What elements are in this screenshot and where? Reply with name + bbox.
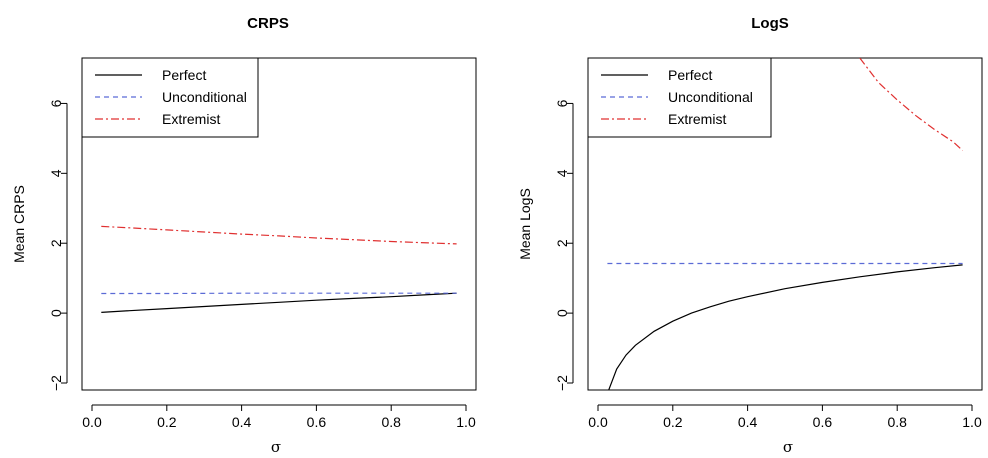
series-line-perfect bbox=[608, 264, 963, 390]
x-ticks: 0.0 0.2 0.4 0.6 0.8 1.0 bbox=[588, 404, 982, 430]
legend-box bbox=[81, 57, 259, 138]
y-ticks: −2 0 2 4 6 bbox=[48, 99, 68, 391]
legend: Perfect Unconditional Extremist bbox=[81, 57, 259, 138]
series-line-perfect bbox=[101, 292, 457, 313]
series-line-extremist bbox=[859, 58, 964, 152]
x-tick-label: 0.4 bbox=[232, 414, 252, 430]
x-ticks: 0.0 0.2 0.4 0.6 0.8 1.0 bbox=[82, 404, 476, 430]
x-axis-label: σ bbox=[271, 438, 281, 456]
panel-logs: LogS Mean LogS σ 0.0 0.2 0.4 0.6 0.8 1.0 −2 0 2… bbox=[517, 15, 983, 456]
y-tick-label: 2 bbox=[48, 239, 64, 247]
plot-frame bbox=[587, 57, 983, 391]
x-tick-label: 0.2 bbox=[663, 414, 683, 430]
legend-label-perfect: Perfect bbox=[668, 67, 712, 83]
legend-label-unconditional: Unconditional bbox=[162, 89, 247, 105]
x-tick-label: 1.0 bbox=[456, 414, 476, 430]
x-tick-label: 0.8 bbox=[381, 414, 401, 430]
x-tick-label: 0.2 bbox=[157, 414, 177, 430]
x-axis-label: σ bbox=[783, 438, 793, 456]
x-tick-label: 0.0 bbox=[82, 414, 102, 430]
y-tick-label: −2 bbox=[48, 375, 64, 391]
x-tick-label: 0.0 bbox=[588, 414, 608, 430]
y-tick-label: 4 bbox=[48, 169, 64, 177]
y-tick-label: 2 bbox=[554, 239, 570, 247]
legend: Perfect Unconditional Extremist bbox=[587, 57, 772, 138]
y-axis-label: Mean LogS bbox=[517, 188, 533, 260]
panel-crps: CRPS Mean CRPS σ 0.0 0.2 0.4 0.6 0.8 1.0 −2 0 2… bbox=[11, 15, 477, 456]
x-tick-label: 0.4 bbox=[738, 414, 758, 430]
legend-label-extremist: Extremist bbox=[162, 111, 220, 127]
series-lines bbox=[101, 225, 457, 313]
x-tick-label: 0.8 bbox=[887, 414, 907, 430]
y-tick-label: 6 bbox=[48, 99, 64, 107]
series-lines bbox=[607, 58, 964, 390]
y-tick-label: 0 bbox=[48, 309, 64, 317]
legend-label-extremist: Extremist bbox=[668, 111, 726, 127]
x-tick-label: 0.6 bbox=[813, 414, 833, 430]
y-tick-label: 4 bbox=[554, 169, 570, 177]
x-tick-label: 1.0 bbox=[962, 414, 982, 430]
y-axis-label: Mean CRPS bbox=[11, 185, 27, 263]
y-tick-label: 6 bbox=[554, 99, 570, 107]
y-tick-label: 0 bbox=[554, 309, 570, 317]
chart-title: CRPS bbox=[247, 15, 289, 32]
y-tick-label: −2 bbox=[554, 375, 570, 391]
legend-label-unconditional: Unconditional bbox=[668, 89, 753, 105]
legend-label-perfect: Perfect bbox=[162, 67, 206, 83]
plot-frame bbox=[81, 57, 477, 391]
x-tick-label: 0.6 bbox=[307, 414, 327, 430]
y-ticks: −2 0 2 4 6 bbox=[554, 99, 574, 391]
chart-title: LogS bbox=[751, 15, 789, 32]
series-line-extremist bbox=[101, 225, 457, 245]
legend-box bbox=[587, 57, 772, 138]
